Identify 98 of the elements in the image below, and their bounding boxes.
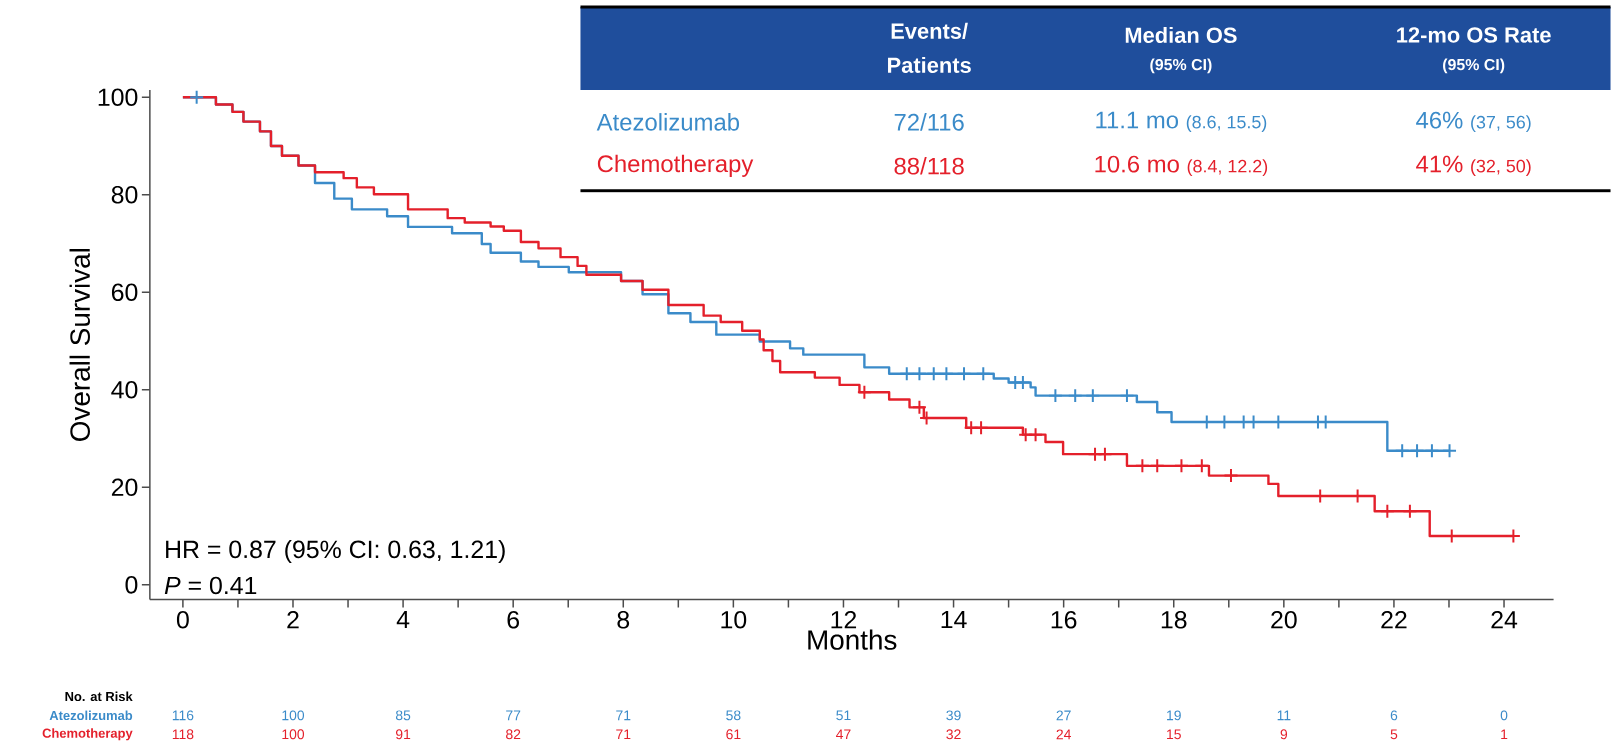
- text: 100: [282, 710, 305, 721]
- point: [974, 421, 988, 435]
- annotation: P = 0.41: [164, 576, 257, 595]
- text: Events/: [891, 22, 968, 39]
- point: [1174, 459, 1188, 473]
- x-tick-label: 20: [1271, 610, 1297, 629]
- point: [1425, 444, 1439, 458]
- point: [912, 367, 926, 381]
- text: 118: [172, 729, 194, 740]
- text: 27: [1056, 710, 1071, 721]
- point: [1380, 504, 1394, 518]
- point: [912, 400, 926, 414]
- x-tick-label: 8: [617, 610, 630, 629]
- point: [857, 385, 871, 399]
- text: 61: [726, 729, 741, 740]
- text: Atezolizumab: [596, 112, 740, 131]
- y-axis-title: Overall Survival: [69, 248, 90, 441]
- text: 100: [282, 729, 305, 740]
- point: [1086, 388, 1100, 402]
- text: 91: [395, 729, 411, 740]
- point: [927, 367, 941, 381]
- annotation: 11.1 mo: [1096, 111, 1179, 129]
- text: Median OS: [1125, 26, 1237, 43]
- annotation: (32, 50): [1471, 159, 1531, 176]
- x-tick-label: 18: [1161, 610, 1187, 629]
- text: 32: [946, 729, 961, 740]
- point: [1395, 444, 1409, 458]
- text: 58: [726, 710, 741, 721]
- annotation: (8.6, 15.5): [1186, 115, 1267, 132]
- point: [1098, 447, 1112, 461]
- point: [190, 90, 204, 104]
- x-tick-label: 2: [287, 610, 299, 629]
- y-tick-label: 0: [125, 575, 138, 594]
- x-tick-label: 4: [396, 610, 410, 628]
- x-axis-title: Months: [808, 629, 897, 650]
- text: (95% CI): [1443, 58, 1505, 74]
- text: Chemotherapy: [42, 728, 133, 741]
- x-tick-label: 16: [1051, 610, 1077, 629]
- text: 82: [506, 729, 521, 740]
- text: No. at Risk: [65, 691, 133, 701]
- annotation: (8.4, 12.2): [1187, 159, 1268, 176]
- point: [1048, 388, 1062, 402]
- annotation: HR = 0.87 (95% CI: 0.63, 1.21): [166, 539, 505, 563]
- x-tick-label: 10: [721, 610, 747, 629]
- y-tick-label: 20: [111, 478, 138, 496]
- text: 5: [1390, 729, 1398, 740]
- annotation: 41%: [1416, 155, 1463, 173]
- text: Chemotherapy: [597, 154, 754, 177]
- text: (95% CI): [1150, 58, 1212, 74]
- point: [900, 367, 914, 381]
- annotation: 88/118: [894, 156, 964, 175]
- text: 15: [1167, 729, 1181, 740]
- text: 47: [836, 729, 851, 739]
- point: [1150, 459, 1164, 473]
- annotation: 46%: [1416, 111, 1463, 129]
- text: 85: [395, 710, 411, 721]
- point: [1195, 459, 1209, 473]
- text: 51: [836, 710, 851, 721]
- annotation: (37, 56): [1471, 115, 1531, 132]
- point: [1029, 428, 1043, 441]
- text: 71: [616, 710, 631, 720]
- point: [1068, 388, 1082, 402]
- text: 0: [1500, 710, 1508, 721]
- x-tick-label: 24: [1491, 610, 1518, 629]
- text: 24: [1056, 729, 1071, 740]
- annotation: 72/116: [894, 112, 964, 131]
- point: [1120, 388, 1134, 402]
- text: 19: [1167, 710, 1181, 721]
- text: 116: [172, 710, 194, 721]
- text: 1: [1501, 729, 1508, 739]
- point: [1410, 444, 1424, 458]
- text: 11: [1277, 710, 1291, 720]
- point: [976, 367, 990, 381]
- text: 77: [506, 710, 521, 720]
- text: 6: [1390, 710, 1398, 721]
- point: [1403, 504, 1417, 518]
- y-tick-label: 100: [98, 88, 138, 106]
- text: 9: [1280, 729, 1288, 740]
- point: [1016, 375, 1030, 389]
- point: [939, 367, 953, 381]
- text: Patients: [888, 56, 971, 73]
- text: 39: [946, 710, 961, 721]
- y-tick-label: 80: [111, 185, 138, 204]
- text: 12-mo OS Rate: [1397, 27, 1551, 43]
- y-tick-label: 40: [111, 380, 138, 399]
- y-tick-label: 60: [111, 283, 138, 301]
- x-tick-label: 6: [507, 610, 519, 629]
- point: [957, 367, 971, 381]
- annotation: 10.6 mo: [1095, 155, 1179, 173]
- point: [1135, 459, 1149, 473]
- point: [1443, 444, 1457, 458]
- x-tick-label: 12: [831, 610, 857, 629]
- point: [1224, 468, 1238, 482]
- text: 71: [616, 729, 631, 739]
- x-tick-label: 22: [1381, 610, 1407, 629]
- text: Atezolizumab: [49, 710, 133, 720]
- x-tick-label: 14: [941, 610, 967, 628]
- x-tick-label: 0: [176, 610, 189, 629]
